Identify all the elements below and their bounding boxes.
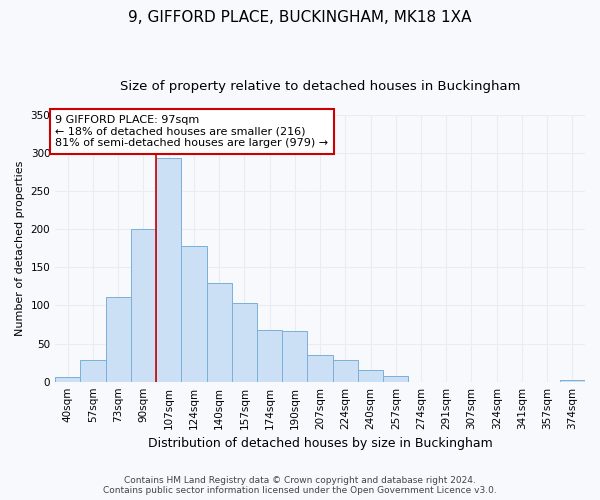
Bar (332, 360, 358, 382)
Bar (358, 370, 383, 382)
Bar (282, 330, 307, 382)
Bar (106, 297, 131, 382)
X-axis label: Distribution of detached houses by size in Buckingham: Distribution of detached houses by size … (148, 437, 493, 450)
Bar (206, 282, 232, 382)
Text: Contains HM Land Registry data © Crown copyright and database right 2024.
Contai: Contains HM Land Registry data © Crown c… (103, 476, 497, 495)
Bar (131, 230, 156, 382)
Y-axis label: Number of detached properties: Number of detached properties (15, 160, 25, 336)
Bar (560, 380, 585, 382)
Bar (80, 360, 106, 382)
Bar (181, 246, 206, 382)
Bar (257, 330, 282, 382)
Bar (383, 376, 409, 382)
Bar (307, 355, 332, 382)
Bar (156, 158, 181, 382)
Bar (55, 377, 80, 382)
Text: 9 GIFFORD PLACE: 97sqm
← 18% of detached houses are smaller (216)
81% of semi-de: 9 GIFFORD PLACE: 97sqm ← 18% of detached… (55, 115, 328, 148)
Title: Size of property relative to detached houses in Buckingham: Size of property relative to detached ho… (120, 80, 520, 93)
Text: 9, GIFFORD PLACE, BUCKINGHAM, MK18 1XA: 9, GIFFORD PLACE, BUCKINGHAM, MK18 1XA (128, 10, 472, 25)
Bar (232, 303, 257, 382)
